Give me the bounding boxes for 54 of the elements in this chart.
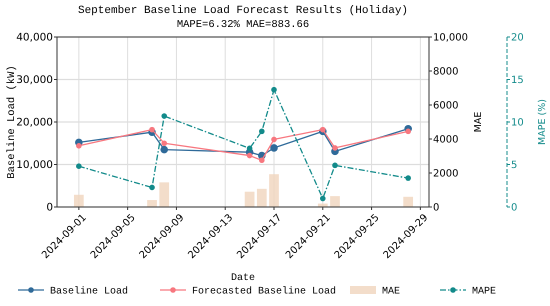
y-tick-label: 0 — [46, 202, 53, 214]
legend-label: MAPE — [472, 286, 496, 298]
point — [149, 184, 155, 190]
point — [246, 146, 252, 152]
y2-tick-label: 4000 — [433, 134, 458, 146]
y-tick-label: 20,000 — [16, 116, 53, 129]
bar — [244, 192, 254, 207]
y2-axis-title: MAE — [473, 112, 484, 132]
y2-tick-label: 6000 — [433, 100, 458, 112]
bar — [74, 194, 84, 207]
y3-tick-label: 10 — [511, 118, 524, 128]
y3-tick-label: 20 — [511, 32, 524, 44]
y2-tick-label: 10,000 — [433, 32, 468, 44]
y2-tick-label: 0 — [433, 202, 440, 214]
point — [320, 196, 326, 202]
chart-subtitle: MAPE=6.32% MAE=883.66 — [176, 19, 310, 31]
point — [259, 128, 265, 134]
point — [332, 162, 338, 168]
y2-tick-label: 8000 — [433, 66, 458, 78]
legend-label: Forecasted Baseline Load — [192, 286, 336, 298]
y-tick-label: 10,000 — [16, 159, 53, 172]
point — [161, 113, 168, 119]
point — [160, 146, 168, 154]
point — [271, 136, 277, 142]
point — [332, 145, 338, 151]
point — [270, 144, 278, 152]
bar — [403, 196, 414, 207]
bar — [330, 196, 340, 207]
bar — [147, 200, 157, 207]
x-axis-title: Date — [230, 273, 256, 284]
point — [259, 157, 265, 164]
point — [320, 126, 326, 132]
y-axis-title: Baseline Load (kW) — [6, 65, 18, 179]
y2-tick-label: 2000 — [433, 168, 458, 180]
y3-axis-title: MAPE (%) — [537, 99, 548, 145]
y-tick-label: 40,000 — [16, 32, 53, 44]
point — [246, 152, 252, 158]
bar — [159, 182, 170, 207]
bar — [256, 188, 267, 207]
point — [271, 86, 277, 92]
bar — [269, 174, 279, 207]
chart-title: September Baseline Load Forecast Results (Holiday) — [78, 5, 408, 17]
point — [405, 175, 411, 181]
point — [76, 143, 82, 149]
point — [149, 126, 155, 132]
point — [76, 163, 82, 169]
y3-tick-label: 0 — [511, 202, 518, 214]
point — [405, 128, 411, 134]
legend-label: MAE — [382, 286, 400, 298]
y3-tick-label: 5 — [511, 160, 518, 171]
point — [161, 140, 168, 146]
y3-tick-label: 15 — [511, 75, 524, 86]
legend-label: Baseline Load — [50, 286, 128, 298]
y-tick-label: 30,000 — [16, 74, 53, 86]
